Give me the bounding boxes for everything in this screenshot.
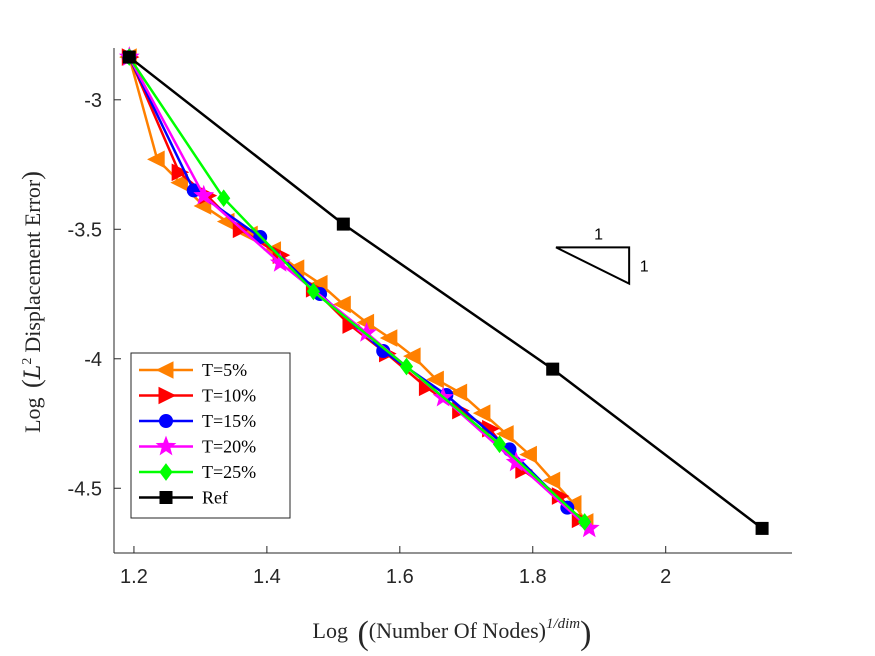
x-tick-label: 2: [660, 566, 671, 588]
data-point: [336, 217, 350, 231]
legend-entry: T=15%: [139, 411, 256, 431]
data-point: [472, 404, 491, 422]
data-point: [269, 252, 291, 272]
legend-entry: T=25%: [139, 462, 256, 482]
legend-entry: Ref: [139, 488, 228, 508]
legend-label: Ref: [202, 488, 228, 508]
data-point: [379, 329, 398, 347]
slope-triangle-run-label: 1: [594, 226, 603, 243]
series-group: [118, 46, 769, 538]
data-point: [333, 295, 351, 314]
y-tick-label: -3: [84, 90, 102, 112]
data-point: [505, 451, 527, 472]
data-point: [171, 163, 190, 182]
legend-box: [130, 352, 291, 519]
data-point: [755, 521, 769, 535]
y-axis-title-main: Displacement Error: [20, 179, 45, 353]
legend-label: T=15%: [202, 411, 256, 431]
x-axis-title-main: (Number Of Nodes): [369, 618, 546, 643]
data-point: [546, 362, 560, 376]
y-tick-label: -4.5: [68, 478, 102, 500]
slope-triangle-shape: [555, 246, 631, 286]
data-point: [193, 184, 215, 205]
data-point: [449, 383, 468, 402]
x-tick-label: 1.2: [120, 566, 148, 588]
x-tick-label: 1.8: [519, 566, 547, 588]
y-axis-title: Log (L2Displacement Error): [17, 171, 46, 433]
data-point: [170, 173, 188, 192]
legend-marker: [155, 361, 174, 379]
x-axis-title: Log ((Number Of Nodes)1/dim): [313, 615, 592, 652]
legend-entry: T=20%: [139, 435, 256, 457]
legend-marker: [158, 386, 177, 405]
x-axis-title-prefix: Log: [313, 618, 348, 643]
data-point: [217, 189, 231, 208]
legend-label: T=5%: [202, 360, 247, 380]
legend-entry: T=10%: [139, 386, 256, 406]
x-tick-label: 1.4: [253, 566, 281, 588]
slope-triangle: 11: [555, 226, 649, 286]
y-axis-title-script: L: [21, 365, 46, 381]
slope-triangle-rise-label: 1: [640, 259, 649, 276]
y-tick-label: -4: [84, 349, 102, 371]
series-ref: [122, 50, 769, 535]
series-line: [128, 56, 586, 523]
data-point: [399, 357, 414, 376]
y-axis-title-prefix: Log: [20, 397, 45, 432]
data-point: [402, 347, 421, 365]
legend-entry: T=5%: [139, 360, 247, 380]
axes: [113, 48, 792, 554]
legend-marker: [159, 491, 173, 504]
legend-label: T=25%: [202, 462, 256, 482]
legend: T=5% T=10% T=15% T=20% T=25% Ref: [130, 352, 291, 519]
x-tick-label: 1.6: [386, 566, 414, 588]
data-point: [147, 150, 165, 169]
tick-labels: 1.2 1.4 1.6 1.8 2 -3 -3.5 -4 -4.5: [68, 90, 672, 588]
data-point: [577, 513, 592, 531]
x-axis-title-sup: 1/dim: [546, 616, 580, 632]
y-axis-title-sup: 2: [20, 358, 35, 365]
y-tick-label: -3.5: [68, 219, 102, 241]
data-point: [306, 282, 321, 301]
data-point: [496, 425, 514, 443]
data-point: [492, 435, 507, 454]
tick-marks: [114, 99, 667, 553]
data-point: [426, 370, 444, 389]
data-point: [122, 50, 136, 64]
series-line: [128, 56, 763, 530]
legend-marker: [159, 414, 173, 428]
legend-marker: [155, 435, 177, 456]
legend-marker: [159, 463, 173, 481]
data-point: [542, 471, 561, 490]
legend-label: T=10%: [202, 386, 256, 406]
data-point: [519, 445, 537, 464]
legend-label: T=20%: [202, 437, 256, 457]
